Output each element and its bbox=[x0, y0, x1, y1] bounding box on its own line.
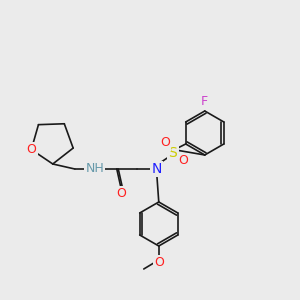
Text: NH: NH bbox=[85, 163, 104, 176]
Text: N: N bbox=[152, 162, 162, 176]
Text: O: O bbox=[178, 154, 188, 167]
Text: O: O bbox=[154, 256, 164, 269]
Text: O: O bbox=[26, 143, 36, 156]
Text: F: F bbox=[201, 95, 208, 109]
Text: S: S bbox=[168, 146, 177, 160]
Text: O: O bbox=[116, 188, 126, 200]
Text: O: O bbox=[160, 136, 170, 149]
